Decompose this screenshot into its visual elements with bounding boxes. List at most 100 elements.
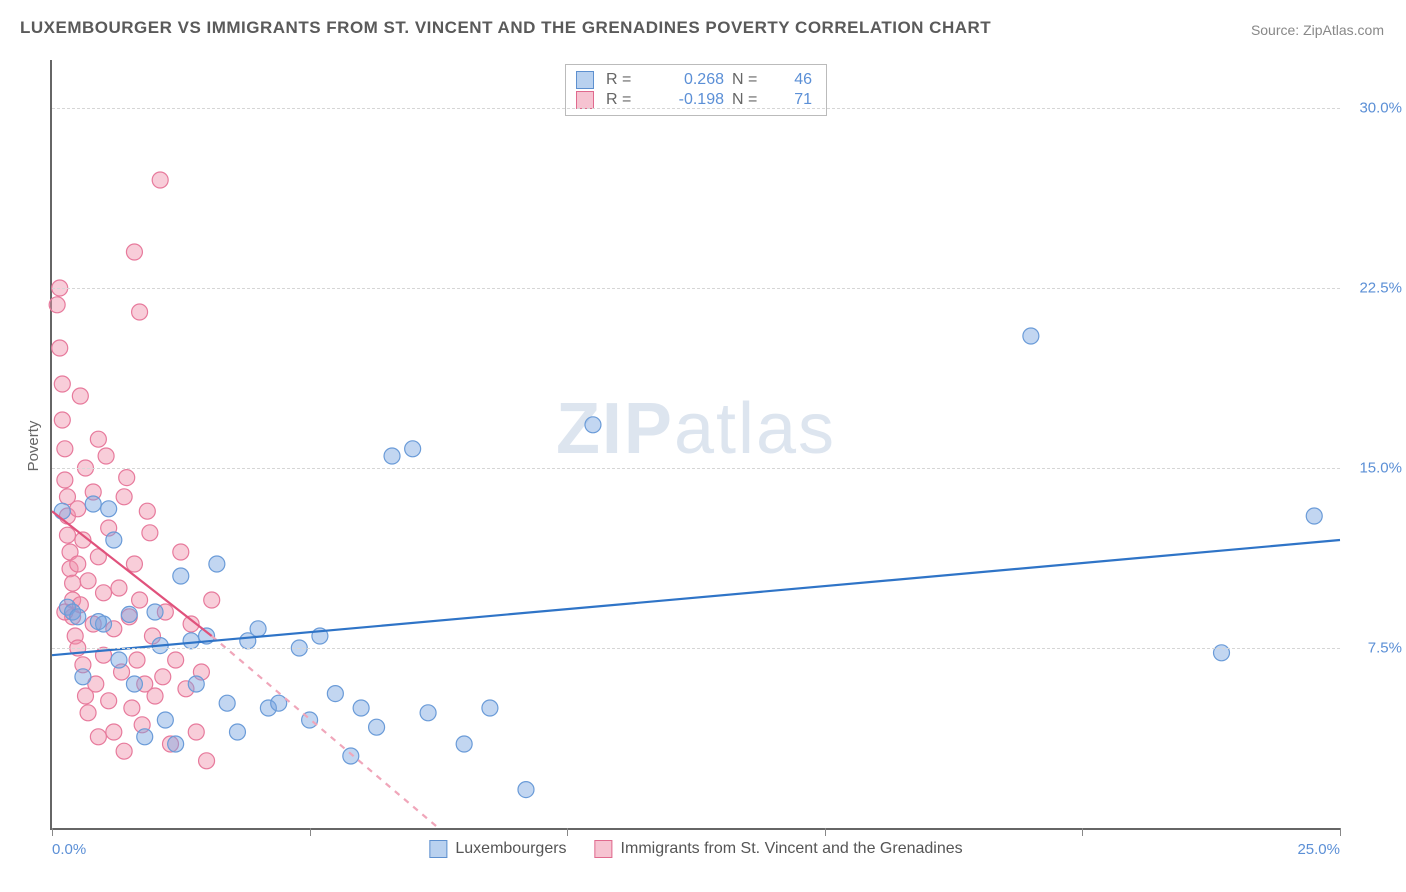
- scatter-point: [147, 688, 163, 704]
- scatter-point: [384, 448, 400, 464]
- scatter-point: [54, 376, 70, 392]
- scatter-point: [111, 580, 127, 596]
- scatter-point: [70, 609, 86, 625]
- scatter-point: [405, 441, 421, 457]
- scatter-point: [229, 724, 245, 740]
- scatter-point: [90, 614, 106, 630]
- scatter-point: [126, 244, 142, 260]
- scatter-point: [121, 606, 137, 622]
- scatter-point: [70, 556, 86, 572]
- scatter-point: [101, 501, 117, 517]
- x-tick: [310, 828, 311, 836]
- y-tick-label: 30.0%: [1359, 100, 1402, 117]
- scatter-point: [188, 676, 204, 692]
- scatter-point: [482, 700, 498, 716]
- scatter-point: [188, 724, 204, 740]
- series-legend: Luxembourgers Immigrants from St. Vincen…: [429, 840, 962, 858]
- scatter-point: [168, 652, 184, 668]
- legend-swatch-lux-bottom: [429, 840, 447, 858]
- scatter-point: [139, 503, 155, 519]
- scatter-point: [57, 441, 73, 457]
- scatter-point: [85, 496, 101, 512]
- scatter-point: [72, 388, 88, 404]
- y-tick-label: 7.5%: [1368, 640, 1402, 657]
- scatter-point: [52, 340, 68, 356]
- scatter-point: [157, 712, 173, 728]
- x-tick: [567, 828, 568, 836]
- legend-swatch-svg-bottom: [595, 840, 613, 858]
- y-tick-label: 15.0%: [1359, 460, 1402, 477]
- scatter-point: [80, 573, 96, 589]
- scatter-point: [132, 592, 148, 608]
- x-tick: [1340, 828, 1341, 836]
- x-tick: [825, 828, 826, 836]
- scatter-point: [70, 501, 86, 517]
- scatter-point: [132, 304, 148, 320]
- scatter-point: [54, 412, 70, 428]
- scatter-point: [49, 297, 65, 313]
- scatter-point: [90, 431, 106, 447]
- scatter-point: [518, 782, 534, 798]
- scatter-point: [147, 604, 163, 620]
- source-attribution: Source: ZipAtlas.com: [1251, 22, 1384, 38]
- scatter-point: [1306, 508, 1322, 524]
- scatter-point: [124, 700, 140, 716]
- scatter-point: [106, 532, 122, 548]
- scatter-point: [353, 700, 369, 716]
- scatter-point: [80, 705, 96, 721]
- scatter-point: [54, 503, 70, 519]
- plot-area: ZIPatlas R = 0.268 N = 46 R = -0.198 N =…: [50, 60, 1340, 830]
- scatter-point: [90, 729, 106, 745]
- trend-line: [52, 540, 1340, 655]
- scatter-point: [183, 633, 199, 649]
- scatter-point: [173, 544, 189, 560]
- scatter-point: [219, 695, 235, 711]
- scatter-point: [126, 556, 142, 572]
- scatter-point: [57, 472, 73, 488]
- gridline: [52, 108, 1340, 109]
- scatter-point: [75, 669, 91, 685]
- gridline: [52, 468, 1340, 469]
- scatter-point: [155, 669, 171, 685]
- scatter-point: [173, 568, 189, 584]
- legend-label-svg: Immigrants from St. Vincent and the Gren…: [621, 840, 963, 858]
- scatter-point: [1023, 328, 1039, 344]
- scatter-point: [327, 686, 343, 702]
- scatter-point: [420, 705, 436, 721]
- legend-label-lux: Luxembourgers: [455, 840, 566, 858]
- scatter-svg: [52, 60, 1340, 828]
- y-axis-label: Poverty: [25, 421, 42, 472]
- scatter-point: [96, 585, 112, 601]
- y-tick-label: 22.5%: [1359, 280, 1402, 297]
- scatter-point: [98, 448, 114, 464]
- scatter-point: [209, 556, 225, 572]
- gridline: [52, 288, 1340, 289]
- scatter-point: [152, 172, 168, 188]
- scatter-point: [168, 736, 184, 752]
- x-tick-label: 0.0%: [52, 841, 86, 858]
- x-tick: [1082, 828, 1083, 836]
- x-tick: [52, 828, 53, 836]
- scatter-point: [65, 575, 81, 591]
- x-tick-label: 25.0%: [1297, 841, 1340, 858]
- scatter-point: [106, 724, 122, 740]
- scatter-point: [585, 417, 601, 433]
- chart-title: LUXEMBOURGER VS IMMIGRANTS FROM ST. VINC…: [20, 18, 991, 38]
- scatter-point: [111, 652, 127, 668]
- scatter-point: [456, 736, 472, 752]
- legend-item-svg: Immigrants from St. Vincent and the Gren…: [595, 840, 963, 858]
- scatter-point: [142, 525, 158, 541]
- scatter-point: [250, 621, 266, 637]
- scatter-point: [59, 527, 75, 543]
- scatter-point: [116, 743, 132, 759]
- gridline: [52, 648, 1340, 649]
- scatter-point: [101, 693, 117, 709]
- scatter-point: [119, 470, 135, 486]
- scatter-point: [126, 676, 142, 692]
- scatter-point: [199, 753, 215, 769]
- scatter-point: [129, 652, 145, 668]
- scatter-point: [369, 719, 385, 735]
- legend-item-lux: Luxembourgers: [429, 840, 566, 858]
- scatter-point: [271, 695, 287, 711]
- scatter-point: [137, 729, 153, 745]
